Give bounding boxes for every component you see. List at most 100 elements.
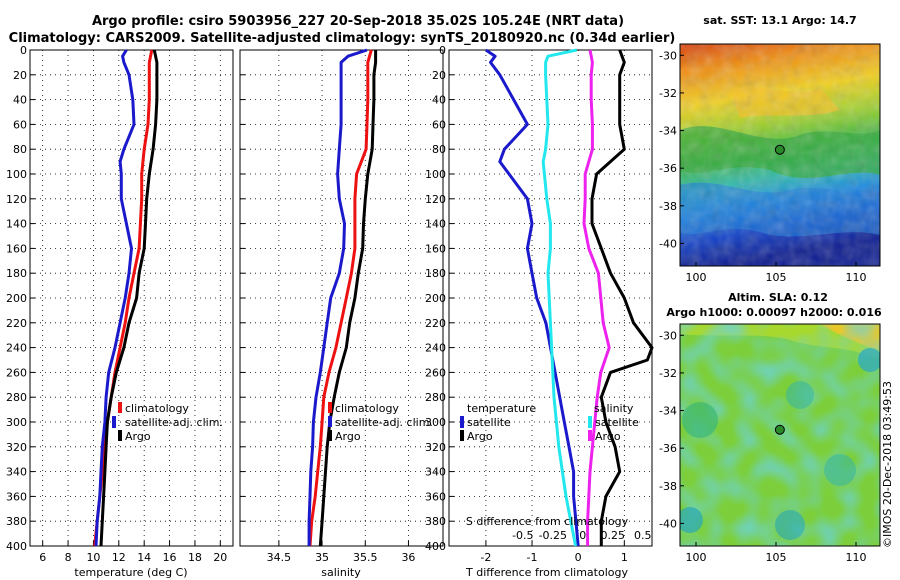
legend-title-salinity: salinity	[594, 402, 634, 415]
y-tick-label: 340	[425, 466, 446, 479]
x-tick-label: -1	[527, 551, 538, 564]
legend-label-satellite-s: satellite-adj. clim.	[335, 416, 433, 429]
s-tick-label: 0.25	[601, 529, 626, 542]
map-y-tick-label: -34	[659, 405, 677, 418]
series-line-satellite-temperature	[485, 48, 580, 547]
y-tick-label: 220	[425, 317, 446, 330]
y-tick-label: 300	[425, 416, 446, 429]
map-y-tick-label: -34	[659, 125, 677, 138]
y-tick-label: 20	[432, 69, 446, 82]
s-tick-label: 0	[579, 529, 586, 542]
sla-float-marker	[774, 424, 785, 435]
x-tick-label: 14	[137, 551, 151, 564]
y-tick-label: 220	[6, 317, 27, 330]
salinity-lines	[307, 48, 378, 547]
legend-swatch-satellite-s	[328, 416, 332, 427]
y-tick-label: 140	[6, 218, 27, 231]
map-y-tick-label: -36	[659, 162, 677, 175]
s-tick-label: -0.25	[539, 529, 567, 542]
legend-swatch-s-argo	[588, 430, 592, 441]
y-tick-label: 80	[432, 143, 446, 156]
title-line-1: Argo profile: csiro 5903956_227 20-Sep-2…	[92, 14, 624, 29]
series-line-argo	[99, 49, 159, 547]
y-tick-label: 380	[6, 515, 27, 528]
map-x-tick-label: 105	[766, 551, 787, 564]
y-tick-label: 0	[20, 44, 27, 57]
series-line-argo	[318, 50, 378, 547]
y-tick-label: 260	[425, 366, 446, 379]
salinity-profile-panel: 34.5 35 35.5 36 salinity	[239, 48, 444, 579]
map-y-tick-label: -40	[659, 517, 677, 530]
sst-map-panel: sat. SST: 13.1 Argo: 14.7 100 105 110 -30 -3…	[659, 14, 881, 284]
map-y-tick-label: -40	[659, 237, 677, 250]
map-y-tick-label: -32	[659, 367, 677, 380]
title-line-2: Climatology: CARS2009. Satellite-adjuste…	[9, 31, 676, 46]
s-difference-xlabel: S difference from climatology	[466, 515, 629, 528]
y-tick-label: 0	[439, 44, 446, 57]
y-tick-label: 280	[425, 391, 446, 404]
y-tick-label: 140	[425, 218, 446, 231]
y-tick-label: 180	[425, 267, 446, 280]
x-tick-label: 10	[86, 551, 100, 564]
y-tick-label: 200	[6, 292, 27, 305]
y-tick-label: 240	[6, 342, 27, 355]
x-tick-label: 6	[39, 551, 46, 564]
series-line-satellite-adj-clim-	[307, 48, 368, 546]
y-tick-label: 400	[425, 540, 446, 553]
series-line-climatology	[308, 49, 373, 547]
sst-map-image	[680, 44, 880, 266]
y-tick-label: 60	[432, 118, 446, 131]
sst-map-frame	[679, 43, 881, 267]
x-tick-label: 16	[163, 551, 177, 564]
sla-map-title-2: Argo h1000: 0.00097 h2000: 0.016	[666, 306, 882, 319]
series-line-satellite-salinity	[541, 48, 578, 547]
temperature-grid	[30, 49, 233, 547]
sst-map-ticks: 100 105 110 -30 -32 -34 -36 -38 -40	[659, 49, 866, 284]
x-tick-label: 8	[65, 551, 72, 564]
map-x-tick-label: 110	[846, 551, 867, 564]
sla-map-panel: Altim. SLA: 0.12 Argo h1000: 0.00097 h20…	[659, 291, 882, 564]
sla-map-title-1: Altim. SLA: 0.12	[728, 291, 828, 304]
temperature-lines	[93, 49, 159, 547]
map-y-tick-label: -38	[659, 480, 677, 493]
legend-swatch-s-satellite	[588, 416, 592, 428]
difference-profile-panel: -2 -1 0 10204060801001201401601802002202402…	[425, 44, 654, 579]
y-tick-label: 200	[425, 292, 446, 305]
map-x-tick-label: 110	[846, 271, 867, 284]
x-tick-label: 20	[213, 551, 227, 564]
y-tick-label: 180	[6, 267, 27, 280]
legend-swatch-argo	[118, 430, 122, 441]
y-tick-label: 40	[13, 94, 27, 107]
legend-label-argo: Argo	[125, 430, 151, 443]
sst-map-title: sat. SST: 13.1 Argo: 14.7	[703, 14, 856, 27]
map-x-tick-label: 100	[686, 551, 707, 564]
imos-watermark: ©IMOS 20-Dec-2018 03:49:53	[881, 381, 894, 548]
legend-swatch-satellite	[112, 416, 116, 428]
sla-map-image	[680, 324, 880, 546]
y-tick-label: 400	[6, 540, 27, 553]
sst-float-marker	[774, 144, 785, 155]
s-tick-label: -0.5	[512, 529, 533, 542]
y-tick-label: 120	[6, 193, 27, 206]
temperature-legend: climatology satellite-adj. clim. Argo	[112, 402, 223, 443]
temperature-profile-panel: 6 8 10 12 14 16 18 2002040608010012014016018020…	[6, 44, 234, 579]
y-tick-label: 20	[13, 69, 27, 82]
temperature-xlabel: temperature (deg C)	[74, 566, 187, 579]
legend-label-s-argo: Argo	[595, 430, 621, 443]
x-tick-label: 1	[621, 551, 628, 564]
legend-swatch-climatology-s	[328, 402, 332, 413]
series-line-climatology	[93, 49, 154, 547]
temperature-ticks: 6 8 10 12 14 16 18 2002040608010012014016018020…	[6, 44, 227, 564]
y-tick-label: 40	[432, 94, 446, 107]
salinity-xlabel: salinity	[321, 566, 361, 579]
series-line-argo-temperature	[590, 49, 654, 546]
y-tick-label: 300	[6, 416, 27, 429]
salinity-ticks: 34.5 35 35.5 36	[240, 49, 415, 564]
x-tick-label: 34.5	[267, 551, 292, 564]
y-tick-label: 80	[13, 143, 27, 156]
legend-label-satellite: satellite-adj. clim.	[125, 416, 223, 429]
y-tick-label: 320	[425, 441, 446, 454]
legend-label-t-argo: Argo	[467, 430, 493, 443]
y-tick-label: 240	[425, 342, 446, 355]
